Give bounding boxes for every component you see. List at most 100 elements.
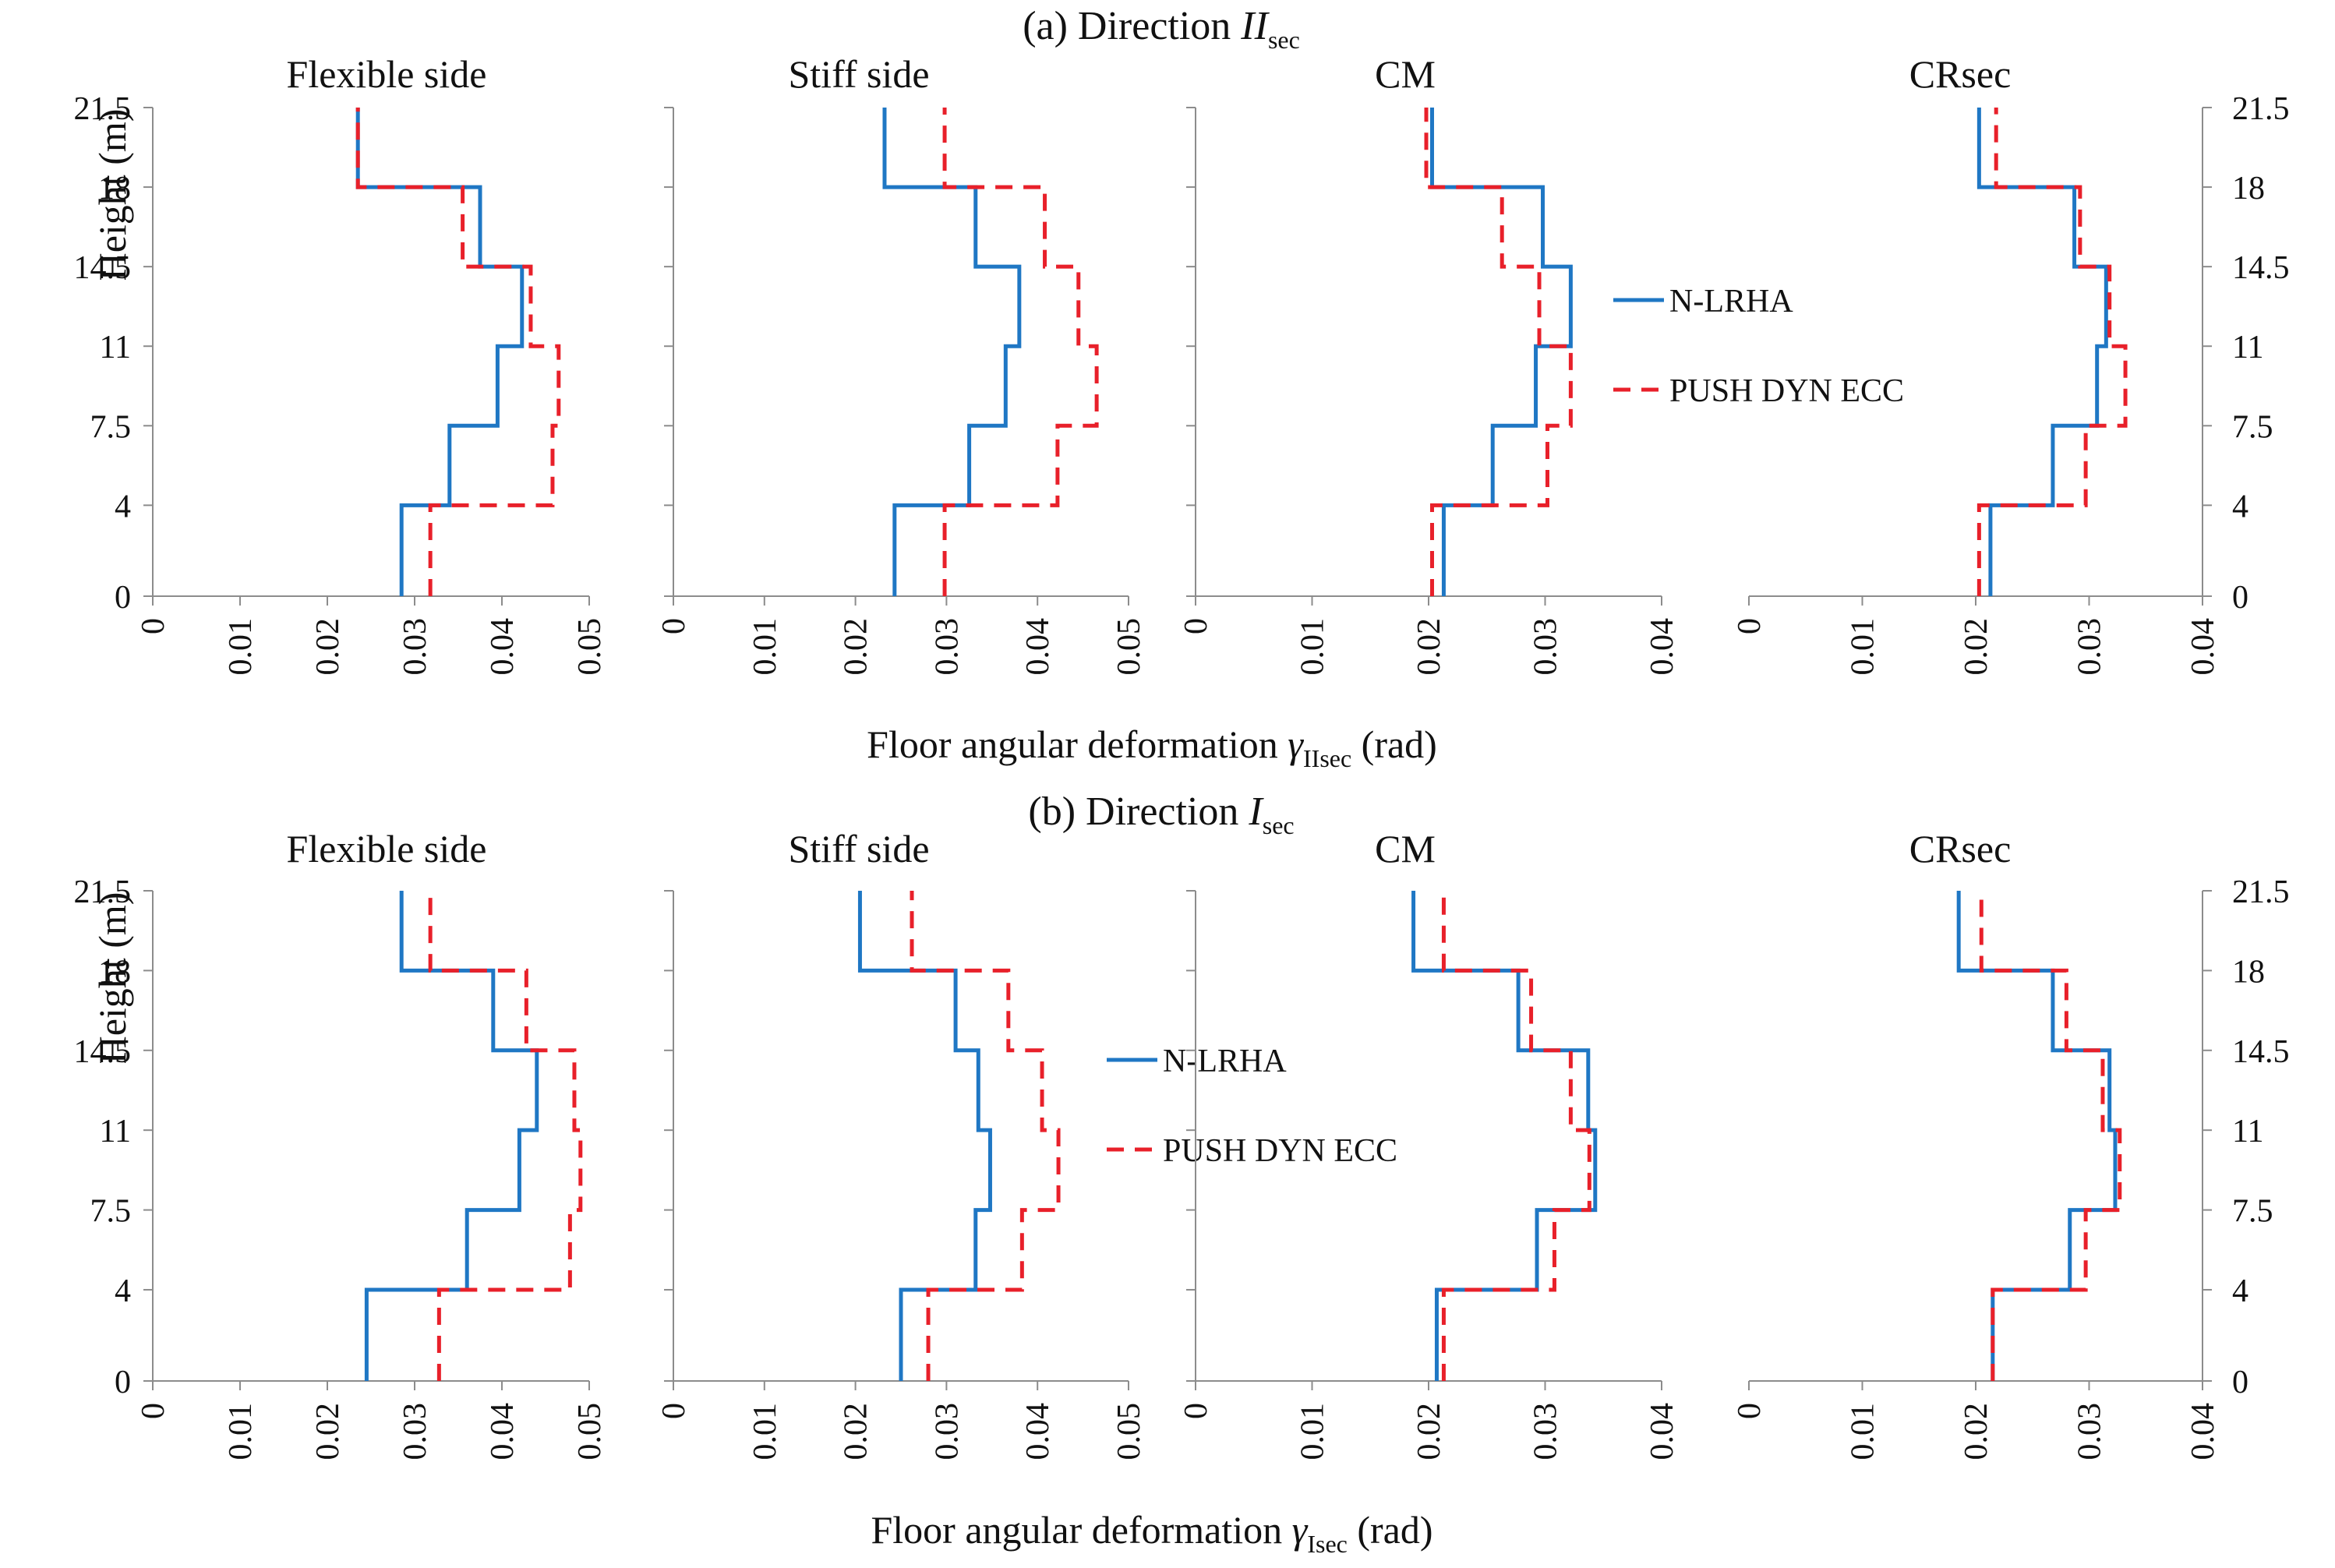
section-a-header: (a) Direction IIsec Floor angular deform… bbox=[867, 4, 1437, 772]
xlabel-prefix: Floor angular deformation bbox=[871, 1508, 1291, 1552]
chart-panel: 0 0.01 0.02 0.03 0.04 CM bbox=[1178, 827, 1680, 1460]
panel-title: Stiff side bbox=[788, 52, 929, 96]
series-push-dyn-ecc-line bbox=[1424, 108, 1573, 596]
section-b-title: (b) Direction Isec bbox=[1028, 789, 1294, 839]
x-tick-label: 0.05 bbox=[1111, 618, 1147, 676]
panel-title: Stiff side bbox=[788, 827, 929, 871]
x-tick-label: 0.04 bbox=[2185, 1403, 2221, 1460]
section-a-title: (a) Direction IIsec bbox=[1023, 4, 1300, 54]
section-b-xlabel: Floor angular deformation γIsec (rad) bbox=[871, 1508, 1432, 1558]
x-tick-label: 0.03 bbox=[397, 618, 433, 676]
chart-panel: 0 0.01 0.02 0.03 0.04 0.05 Stiff side bbox=[656, 52, 1147, 676]
series-n-lrha-line bbox=[1429, 108, 1573, 596]
y-tick-label: 7.5 bbox=[2232, 409, 2273, 445]
x-tick-label: 0.04 bbox=[485, 618, 521, 676]
y-tick-label: 0 bbox=[115, 1365, 131, 1400]
chart-panel: 0 0.01 0.02 0.03 0.04 0.05 0 4 7.5 11 14.5 18 21.5He… bbox=[74, 827, 609, 1460]
section-title-subscript: sec bbox=[1263, 811, 1295, 839]
series-push-dyn-ecc-line bbox=[942, 108, 1099, 596]
x-tick-label: 0.03 bbox=[1528, 618, 1564, 676]
section-title-subscript: sec bbox=[1268, 26, 1300, 54]
y-tick-label: 21.5 bbox=[74, 874, 132, 910]
series-push-dyn-ecc-line bbox=[428, 891, 583, 1381]
y-tick-label: 4 bbox=[115, 1273, 131, 1309]
series-push-dyn-ecc-line bbox=[1976, 108, 2128, 596]
chart-panel: 00.010.020.030.04047.51114.51821.5Height… bbox=[1732, 827, 2290, 1460]
x-tick-label: 0 bbox=[136, 1403, 171, 1419]
xlabel-suffix: (rad) bbox=[1351, 722, 1437, 766]
x-tick-label: 0.03 bbox=[2072, 1403, 2108, 1460]
y-tick-label: 21.5 bbox=[74, 91, 132, 127]
x-tick-label: 0.03 bbox=[397, 1403, 433, 1460]
x-tick-label: 0.01 bbox=[1295, 1403, 1331, 1460]
x-tick-label: 0 bbox=[1732, 618, 1768, 634]
x-tick-label: 0.05 bbox=[572, 1403, 608, 1460]
y-tick-label: 18 bbox=[98, 171, 131, 207]
chart-panels: 0 0.01 0.02 0.03 0.04 0.05047.51114.51821.5He… bbox=[74, 52, 2290, 1460]
x-tick-label: 0 bbox=[1178, 618, 1214, 634]
y-tick-label: 14.5 bbox=[2232, 1034, 2290, 1070]
x-tick-label: 0 bbox=[1732, 1403, 1768, 1419]
series-push-dyn-ecc-line bbox=[355, 108, 561, 596]
panel-title: CRsec bbox=[1909, 52, 2012, 96]
x-tick-label: 0.03 bbox=[1528, 1403, 1564, 1460]
panel-title: CRsec bbox=[1909, 827, 2012, 871]
legend-label: PUSH DYN ECC bbox=[1163, 1133, 1397, 1169]
y-tick-label: 11 bbox=[2232, 1114, 2263, 1150]
xlabel-symbol: γ bbox=[1288, 722, 1304, 766]
x-tick-label: 0.02 bbox=[310, 618, 346, 676]
series-push-dyn-ecc-line bbox=[1441, 891, 1591, 1381]
x-tick-label: 0.04 bbox=[1644, 618, 1680, 676]
legend-label: N-LRHA bbox=[1669, 284, 1793, 320]
y-tick-label: 0 bbox=[2232, 580, 2248, 616]
x-tick-label: 0.02 bbox=[839, 1403, 874, 1460]
legend-label: N-LRHA bbox=[1163, 1044, 1287, 1079]
xlabel-subscript: Isec bbox=[1307, 1530, 1348, 1558]
x-tick-label: 0.02 bbox=[1959, 618, 1994, 676]
x-tick-label: 0.04 bbox=[485, 1403, 521, 1460]
x-tick-label: 0 bbox=[136, 618, 171, 634]
series-push-dyn-ecc-line bbox=[1979, 891, 2122, 1381]
x-tick-label: 0.03 bbox=[929, 618, 965, 676]
x-tick-label: 0.01 bbox=[1295, 618, 1331, 676]
y-tick-label: 18 bbox=[2232, 954, 2265, 990]
x-tick-label: 0.04 bbox=[1020, 1403, 1056, 1460]
section-b-header: (b) Direction Isec Floor angular deforma… bbox=[871, 789, 1432, 1558]
xlabel-symbol: γ bbox=[1292, 1508, 1309, 1552]
section-a-xlabel: Floor angular deformation γIIsec (rad) bbox=[867, 722, 1437, 772]
y-tick-label: 4 bbox=[115, 489, 131, 524]
chart-panel: 0 0.01 0.02 0.03 0.04 0.05 Stiff side N-LRHA PUS… bbox=[656, 827, 1397, 1460]
y-tick-label: 14.5 bbox=[74, 250, 132, 286]
x-tick-label: 0.02 bbox=[310, 1403, 346, 1460]
series-n-lrha-line bbox=[355, 108, 525, 596]
x-tick-label: 0.01 bbox=[747, 1403, 783, 1460]
x-tick-label: 0.02 bbox=[1959, 1403, 1994, 1460]
y-tick-label: 7.5 bbox=[2232, 1194, 2273, 1230]
xlabel-prefix: Floor angular deformation bbox=[867, 722, 1288, 766]
series-push-dyn-ecc-line bbox=[910, 891, 1061, 1381]
y-tick-label: 18 bbox=[98, 954, 131, 990]
x-tick-label: 0.02 bbox=[1411, 618, 1447, 676]
x-tick-label: 0 bbox=[656, 618, 692, 634]
x-tick-label: 0.05 bbox=[1111, 1403, 1147, 1460]
section-title-symbol: I bbox=[1248, 789, 1264, 834]
x-tick-label: 0.04 bbox=[1020, 618, 1056, 676]
x-tick-label: 0.01 bbox=[1846, 1403, 1881, 1460]
y-tick-label: 11 bbox=[100, 330, 131, 366]
y-tick-label: 21.5 bbox=[2232, 874, 2290, 910]
y-tick-label: 11 bbox=[100, 1114, 131, 1150]
y-tick-label: 21.5 bbox=[2232, 91, 2290, 127]
x-tick-label: 0.01 bbox=[223, 618, 259, 676]
panel-title: Flexible side bbox=[287, 52, 487, 96]
y-tick-label: 7.5 bbox=[90, 1194, 132, 1230]
series-n-lrha-line bbox=[857, 891, 992, 1381]
y-tick-label: 0 bbox=[115, 580, 131, 616]
y-tick-label: 7.5 bbox=[90, 409, 132, 445]
panel-title: CM bbox=[1375, 827, 1436, 871]
y-tick-label: 14.5 bbox=[2232, 250, 2290, 286]
panel-title: CM bbox=[1375, 52, 1436, 96]
chart-panel: 00.010.020.030.04047.51114.51821.5Height… bbox=[1732, 52, 2290, 676]
series-n-lrha-line bbox=[1976, 108, 2108, 596]
x-tick-label: 0 bbox=[1178, 1403, 1214, 1419]
x-tick-label: 0.01 bbox=[747, 618, 783, 676]
